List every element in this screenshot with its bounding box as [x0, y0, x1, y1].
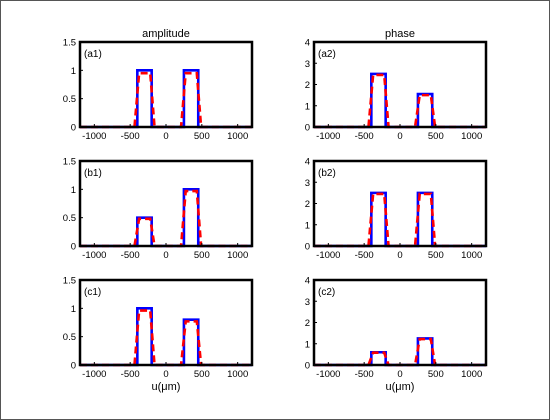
axes-frame-c2 [312, 278, 488, 367]
x-tick-label: 1000 [461, 131, 482, 142]
panel-label-a1: (a1) [84, 49, 102, 60]
y-tick-label: 0 [71, 361, 76, 372]
series-dashed-c1 [80, 309, 252, 367]
x-tick-label: 1000 [461, 369, 482, 380]
y-tick-label: 0 [71, 242, 76, 253]
column-title-amplitude: amplitude [142, 28, 190, 40]
panel-label-b1: (b1) [84, 168, 102, 179]
x-tick-label: 1000 [227, 250, 248, 261]
y-tick-label: 1 [305, 220, 310, 231]
x-tick-label: -500 [355, 369, 374, 380]
x-tick-label: 0 [397, 131, 402, 142]
panel-label-c1: (c1) [84, 287, 101, 298]
y-tick-label: 1 [71, 304, 76, 315]
x-tick-label: 500 [194, 369, 210, 380]
x-tick-label: -1000 [82, 369, 106, 380]
y-tick-label: 1.5 [63, 157, 76, 168]
series-solid-b1 [80, 188, 252, 248]
x-tick-label: -500 [121, 250, 140, 261]
x-tick-label: 0 [397, 250, 402, 261]
panel-label-a2: (a2) [318, 49, 336, 60]
y-tick-label: 1 [305, 101, 310, 112]
y-tick-label: 2 [305, 80, 310, 91]
panel-b1: -1000 -500 0 500 1000 0 0.5 1 1.5 (b1) [63, 157, 254, 261]
column-title-phase: phase [385, 28, 415, 40]
axes-frame-b2 [312, 159, 488, 248]
panel-a1: -1000 -500 0 500 1000 0 0.5 1 1.5 (a1) [63, 38, 254, 142]
x-tick-label: -500 [121, 131, 140, 142]
y-tick-label: 2 [305, 199, 310, 210]
x-tick-label: 500 [428, 131, 444, 142]
x-tick-label: 500 [194, 131, 210, 142]
y-tick-label: 0.5 [63, 94, 76, 105]
panel-label-c2: (c2) [318, 287, 335, 298]
x-tick-label: 1000 [227, 131, 248, 142]
x-tick-label: 500 [428, 250, 444, 261]
x-tick-label: -500 [355, 250, 374, 261]
series-solid-c2 [314, 337, 486, 367]
x-tick-label: 1000 [227, 369, 248, 380]
y-tick-label: 2 [305, 318, 310, 329]
series-dashed-a2 [314, 73, 486, 129]
x-axis-label-left: u(μm) [152, 381, 181, 393]
x-tick-label: 1000 [461, 250, 482, 261]
y-tick-label: 3 [305, 59, 310, 70]
x-tick-label: 0 [163, 131, 168, 142]
x-tick-label: -1000 [82, 131, 106, 142]
y-tick-label: 1 [305, 339, 310, 350]
y-tick-label: 1.5 [63, 38, 76, 49]
x-tick-label: 500 [194, 250, 210, 261]
y-tick-label: 1.5 [63, 276, 76, 287]
axes-frame-b1 [78, 159, 254, 248]
panel-c2: -1000 -500 0 500 1000 0 1 2 3 4 (c2) [305, 276, 488, 380]
panel-c1: -1000 -500 0 500 1000 0 0.5 1 1.5 (c1) [63, 276, 254, 380]
x-tick-label: 0 [397, 369, 402, 380]
x-tick-label: -1000 [316, 250, 340, 261]
y-tick-label: 0 [71, 123, 76, 134]
y-tick-label: 0 [305, 123, 310, 134]
x-tick-label: 0 [163, 250, 168, 261]
panel-a2: -1000 -500 0 500 1000 0 1 2 3 4 (a2) [305, 38, 488, 142]
axes-frame-a1 [78, 40, 254, 129]
x-axis-label-right: u(μm) [386, 381, 415, 393]
series-solid-c1 [80, 307, 252, 367]
y-tick-label: 0 [305, 361, 310, 372]
axes-frame-a2 [312, 40, 488, 129]
series-dashed-a1 [80, 71, 252, 129]
series-solid-b2 [314, 191, 486, 248]
panel-label-b2: (b2) [318, 168, 336, 179]
x-tick-label: 500 [428, 369, 444, 380]
y-tick-label: 3 [305, 297, 310, 308]
y-tick-label: 1 [71, 66, 76, 77]
y-tick-label: 1 [71, 185, 76, 196]
y-tick-label: 4 [305, 157, 310, 168]
x-tick-label: 0 [163, 369, 168, 380]
y-tick-label: 0 [305, 242, 310, 253]
y-tick-label: 0.5 [63, 213, 76, 224]
y-tick-label: 4 [305, 38, 310, 49]
panel-b2: -1000 -500 0 500 1000 0 1 2 3 4 (b2) [305, 157, 488, 261]
series-dashed-c2 [314, 337, 486, 367]
x-tick-label: -1000 [316, 369, 340, 380]
x-tick-label: -500 [121, 369, 140, 380]
series-dashed-b2 [314, 192, 486, 248]
x-tick-label: -1000 [316, 131, 340, 142]
series-solid-a1 [80, 69, 252, 129]
axes-frame-c1 [78, 278, 254, 367]
x-tick-label: -500 [355, 131, 374, 142]
series-solid-a2 [314, 72, 486, 129]
y-tick-label: 4 [305, 276, 310, 287]
y-tick-label: 3 [305, 178, 310, 189]
series-dashed-b1 [80, 189, 252, 248]
x-tick-label: -1000 [82, 250, 106, 261]
y-tick-label: 0.5 [63, 332, 76, 343]
